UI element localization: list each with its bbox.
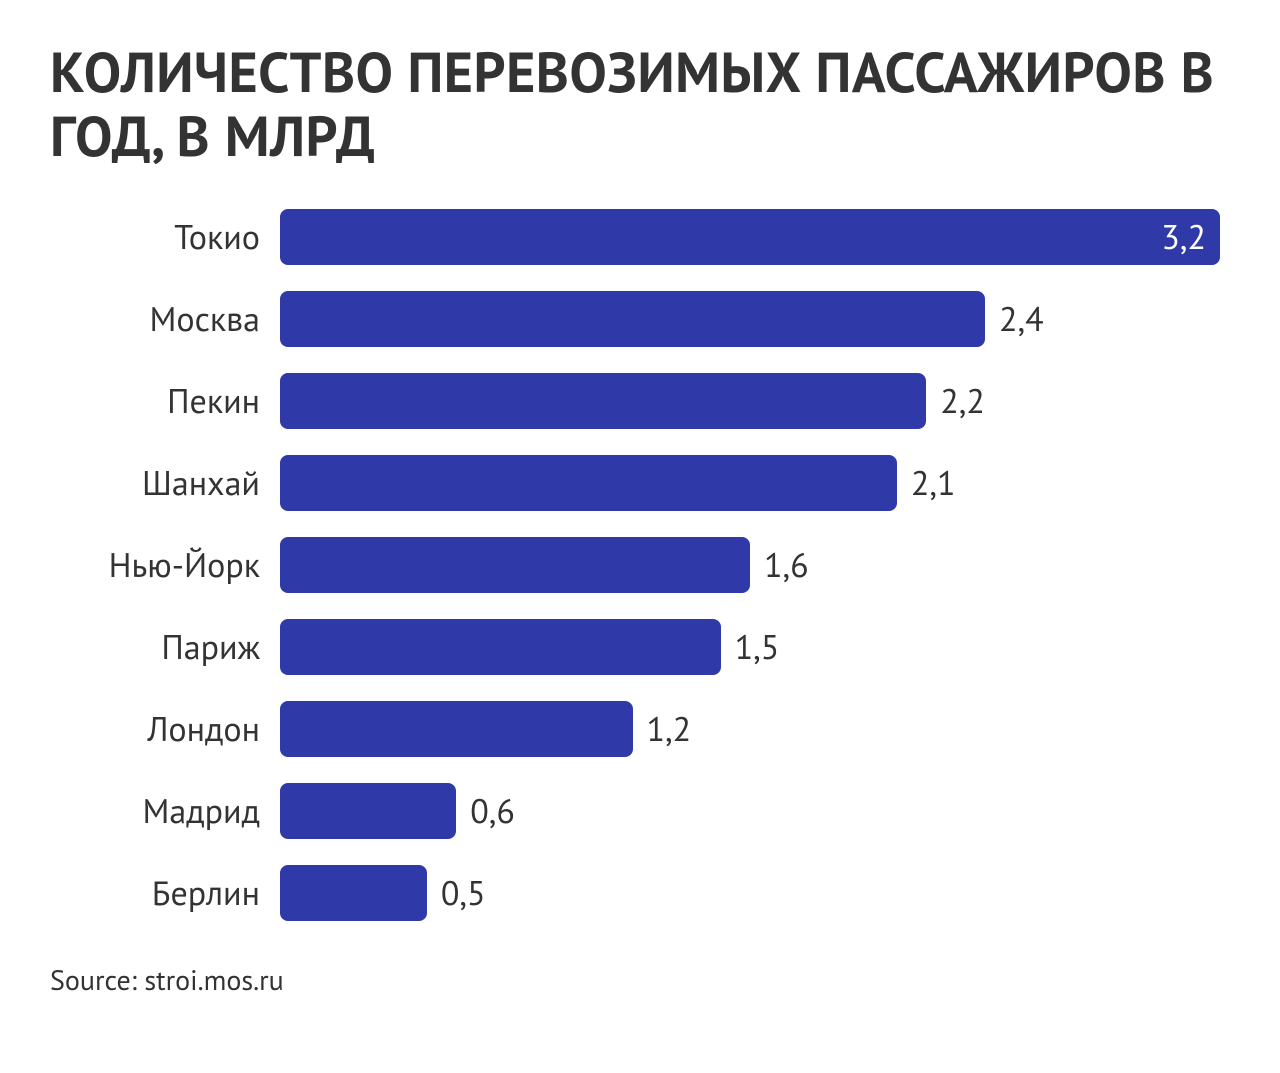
bar <box>280 783 456 839</box>
bar-label: Москва <box>50 297 280 341</box>
bar-label: Берлин <box>50 871 280 915</box>
bar-value: 0,5 <box>441 871 486 915</box>
bar-label: Токио <box>50 215 280 259</box>
bar-wrap: 2,4 <box>280 291 1230 347</box>
bar-label: Нью-Йорк <box>50 543 280 587</box>
bar-value: 2,2 <box>940 379 985 423</box>
bar-value: 1,5 <box>735 625 780 669</box>
bar <box>280 373 926 429</box>
bar-label: Пекин <box>50 379 280 423</box>
bar-wrap: 2,1 <box>280 455 1230 511</box>
source-line: Source: stroi.mos.ru <box>50 961 1230 998</box>
bar-row: Москва 2,4 <box>50 291 1230 347</box>
bar-value: 3,2 <box>1161 215 1206 259</box>
bar-row: Париж 1,5 <box>50 619 1230 675</box>
bar-wrap: 0,5 <box>280 865 1230 921</box>
bar <box>280 537 750 593</box>
bar-chart: Токио 3,2 Москва 2,4 Пекин 2,2 Шанхай 2,… <box>50 209 1230 921</box>
bar-label: Париж <box>50 625 280 669</box>
bar-wrap: 1,6 <box>280 537 1230 593</box>
bar <box>280 619 721 675</box>
bar <box>280 291 985 347</box>
bar-row: Мадрид 0,6 <box>50 783 1230 839</box>
chart-title: КОЛИЧЕСТВО ПЕРЕВОЗИМЫХ ПАССАЖИРОВ В ГОД,… <box>50 40 1230 169</box>
source-prefix: Source: <box>50 961 144 998</box>
bar <box>280 865 427 921</box>
bar-wrap: 1,5 <box>280 619 1230 675</box>
bar-row: Шанхай 2,1 <box>50 455 1230 511</box>
bar-row: Пекин 2,2 <box>50 373 1230 429</box>
bar-row: Нью-Йорк 1,6 <box>50 537 1230 593</box>
bar-row: Токио 3,2 <box>50 209 1230 265</box>
bar-wrap: 3,2 <box>280 209 1230 265</box>
bar-label: Шанхай <box>50 461 280 505</box>
bar-label: Лондон <box>50 707 280 751</box>
bar <box>280 701 633 757</box>
bar-row: Берлин 0,5 <box>50 865 1230 921</box>
bar-row: Лондон 1,2 <box>50 701 1230 757</box>
bar-value: 2,4 <box>999 297 1044 341</box>
bar-label: Мадрид <box>50 789 280 833</box>
source-text: stroi.mos.ru <box>144 961 283 998</box>
bar <box>280 455 897 511</box>
bar-value: 1,6 <box>764 543 809 587</box>
bar-value: 2,1 <box>911 461 956 505</box>
bar-value: 0,6 <box>470 789 515 833</box>
bar-value: 1,2 <box>647 707 692 751</box>
bar-wrap: 1,2 <box>280 701 1230 757</box>
bar: 3,2 <box>280 209 1220 265</box>
bar-wrap: 2,2 <box>280 373 1230 429</box>
bar-wrap: 0,6 <box>280 783 1230 839</box>
